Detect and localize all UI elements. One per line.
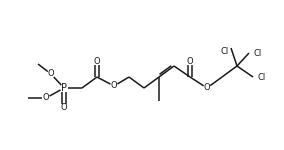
Text: O: O (48, 69, 54, 78)
Text: P: P (61, 83, 67, 93)
Text: O: O (94, 57, 100, 66)
Text: O: O (204, 84, 210, 93)
Text: O: O (43, 93, 49, 102)
Text: Cl: Cl (221, 46, 229, 56)
Text: O: O (61, 103, 67, 112)
Text: O: O (187, 57, 193, 66)
Text: Cl: Cl (254, 48, 262, 57)
Text: O: O (111, 81, 117, 90)
Text: Cl: Cl (258, 72, 266, 81)
